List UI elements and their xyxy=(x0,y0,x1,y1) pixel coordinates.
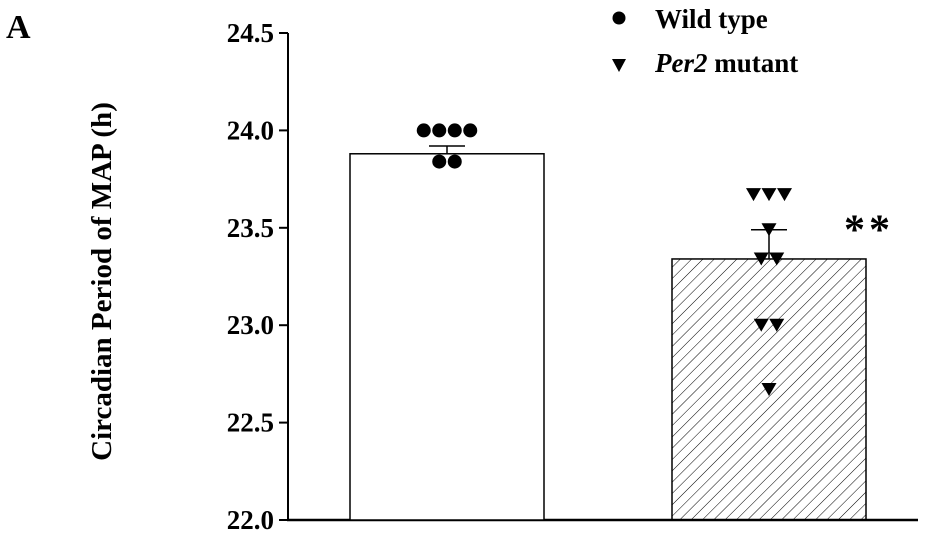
data-point xyxy=(416,123,431,138)
data-point xyxy=(769,318,785,332)
legend: Wild type Per2 mutant xyxy=(612,4,798,78)
data-point xyxy=(761,188,777,202)
significance-annotation: ** xyxy=(844,208,894,254)
y-tick-label: 23.0 xyxy=(227,310,274,340)
data-point xyxy=(432,154,447,169)
legend-triangle-marker xyxy=(612,59,626,72)
legend-label-per2-italic: Per2 xyxy=(654,48,707,78)
data-point xyxy=(447,154,462,169)
data-point xyxy=(777,188,792,202)
data-point xyxy=(761,223,777,237)
y-tick-label: 24.0 xyxy=(227,115,274,145)
data-point xyxy=(463,123,478,138)
plot-area: 22.0 22.5 23.0 23.5 24.0 24.5 ** xyxy=(227,18,918,535)
data-point xyxy=(769,252,785,266)
legend-circle-marker xyxy=(612,11,626,25)
y-tick-label: 22.5 xyxy=(227,408,274,438)
y-tick-label: 24.5 xyxy=(227,18,274,48)
bar-wild-type xyxy=(349,153,545,521)
data-point xyxy=(432,123,447,138)
y-tick-label: 23.5 xyxy=(227,213,274,243)
data-point xyxy=(753,252,769,266)
data-point xyxy=(746,188,761,202)
data-point xyxy=(761,382,777,396)
legend-label-mutant: mutant xyxy=(707,48,798,78)
legend-label-per2-mutant: Per2 mutant xyxy=(654,48,798,78)
y-tick-label: 22.0 xyxy=(227,505,274,535)
data-point xyxy=(447,123,462,138)
panel-label: A xyxy=(6,9,31,46)
data-point xyxy=(753,318,769,332)
y-axis-label: Circadian Period of MAP (h) xyxy=(86,102,118,461)
legend-label-wild-type: Wild type xyxy=(655,4,768,34)
